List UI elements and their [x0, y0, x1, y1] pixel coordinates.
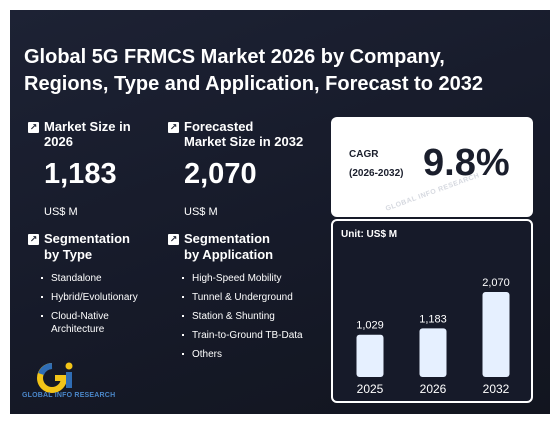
bar-chart: 1,029 2025 1,183 2026 2,070 2032: [356, 277, 510, 396]
list-item: Station & Shunting: [180, 310, 320, 323]
segmentation-application-title: Segmentation by Application: [184, 231, 273, 263]
segmentation-type-title: Segmentation by Type: [44, 231, 130, 263]
seg-title-line: Segmentation: [44, 231, 130, 246]
bar-value-label: 1,029: [356, 320, 384, 332]
company-logo: GLOBAL INFO RESEARCH: [22, 360, 142, 404]
cagr-value: 9.8%: [423, 142, 510, 184]
list-item: Train-to-Ground TB-Data: [180, 329, 305, 342]
list-item: Cloud-Native Architecture: [39, 310, 134, 336]
seg-title-line: by Application: [184, 247, 274, 262]
kpi-label-line: Forecasted: [184, 119, 254, 134]
kpi-forecast-label: Forecasted Market Size in 2032: [184, 119, 303, 149]
kpi-label-line: Market Size in: [44, 119, 131, 134]
bar-2032: [482, 292, 510, 377]
logo-mark-icon: [37, 362, 73, 393]
cagr-label-line: (2026-2032): [349, 168, 404, 179]
list-item: Others: [180, 348, 320, 361]
arrow-up-right-icon: ↗: [28, 122, 39, 133]
x-tick-label: 2026: [420, 382, 447, 396]
kpi-forecast-unit: US$ M: [184, 206, 218, 218]
bar-2025: [356, 334, 384, 377]
arrow-up-right-icon: ↗: [168, 122, 179, 133]
kpi-label-line: 2026: [44, 134, 73, 149]
cagr-label-line: CAGR: [349, 149, 379, 160]
bar-2026: [419, 328, 447, 377]
bar-value-label: 2,070: [482, 277, 510, 289]
list-item: High-Speed Mobility: [180, 272, 320, 285]
logo-text: GLOBAL INFO RESEARCH: [22, 392, 116, 399]
chart-unit-label: Unit: US$ M: [341, 229, 398, 240]
x-tick-label: 2032: [483, 382, 510, 396]
x-tick-label: 2025: [357, 382, 384, 396]
arrow-up-right-icon: ↗: [28, 234, 39, 245]
bar-chart-panel: Unit: US$ M 1,029 2025 1,183 2026 2,070 2032: [331, 219, 533, 403]
seg-title-line: by Type: [44, 247, 93, 262]
kpi-market-size-label: Market Size in 2026: [44, 119, 131, 149]
kpi-forecast-value: 2,070: [184, 158, 257, 190]
bar-value-label: 1,183: [419, 313, 447, 325]
kpi-market-size-value: 1,183: [44, 158, 117, 190]
segmentation-type-list: Standalone Hybrid/Evolutionary Cloud-Nat…: [39, 272, 159, 342]
cagr-panel: GLOBAL INFO RESEARCH CAGR (2026-2032) 9.…: [331, 117, 533, 217]
list-item: Tunnel & Underground: [180, 291, 320, 304]
list-item: Hybrid/Evolutionary: [39, 291, 159, 304]
cagr-label: CAGR (2026-2032): [349, 145, 403, 183]
kpi-label-line: Market Size in 2032: [184, 134, 304, 149]
page-title: Global 5G FRMCS Market 2026 by Company, …: [24, 46, 483, 95]
arrow-up-right-icon: ↗: [168, 234, 179, 245]
list-item: Standalone: [39, 272, 159, 285]
kpi-market-size-unit: US$ M: [44, 206, 78, 218]
seg-title-line: Segmentation: [184, 231, 270, 246]
segmentation-application-list: High-Speed Mobility Tunnel & Underground…: [180, 272, 320, 367]
